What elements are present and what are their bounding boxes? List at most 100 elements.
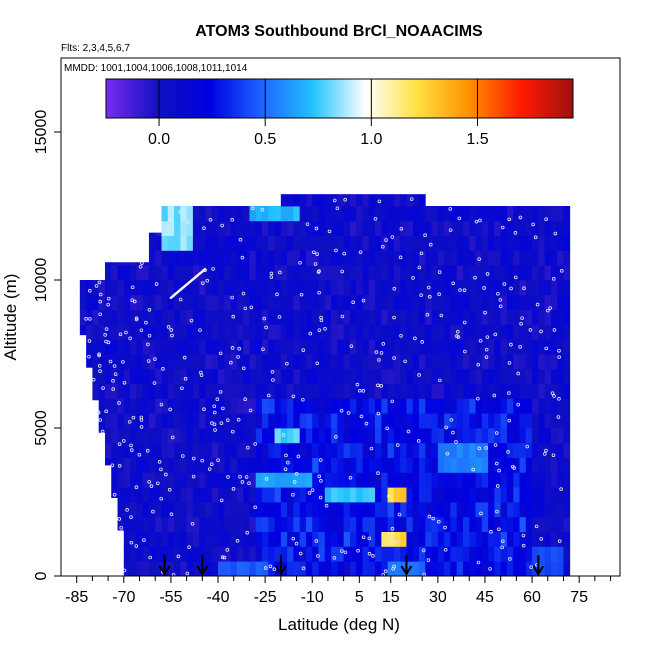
heatmap-cell	[117, 516, 125, 531]
heatmap-cell	[180, 235, 188, 251]
heatmap-cell	[174, 368, 181, 384]
heatmap-cell	[431, 413, 439, 429]
heatmap-cell	[425, 457, 432, 473]
heatmap-cell	[550, 502, 558, 518]
heatmap-cell	[412, 472, 420, 488]
heatmap-cell	[261, 561, 269, 576]
heatmap-cell	[293, 220, 301, 236]
heatmap-cell	[236, 472, 244, 488]
heatmap-cell	[148, 531, 156, 547]
heatmap-cell	[224, 265, 231, 281]
profile-arrowhead	[532, 565, 545, 576]
heatmap-cell	[318, 250, 326, 266]
heatmap-cell	[400, 220, 407, 236]
heatmap-cell	[331, 324, 338, 340]
heatmap-cell	[299, 516, 307, 532]
sample-point	[129, 540, 134, 545]
heatmap-cell	[387, 235, 395, 251]
heatmap-cell	[500, 339, 508, 355]
heatmap-cell	[368, 383, 376, 399]
heatmap-cell	[362, 398, 370, 414]
heatmap-cell	[218, 265, 225, 281]
heatmap-cell	[393, 561, 401, 576]
sample-point	[130, 285, 135, 290]
heatmap-cell	[255, 250, 263, 266]
heatmap-cell	[148, 546, 156, 562]
heatmap-cell	[117, 294, 125, 310]
heatmap-cell	[406, 502, 414, 518]
sample-point	[238, 474, 242, 479]
heatmap-cell	[387, 324, 395, 340]
sample-point	[493, 332, 498, 337]
heatmap-cell	[500, 235, 508, 251]
sample-point	[544, 346, 548, 351]
heatmap-cell	[387, 368, 395, 384]
heatmap-cell	[538, 235, 546, 251]
colorbar-segment	[447, 79, 451, 118]
heatmap-cell	[525, 354, 533, 370]
heatmap-cell	[400, 531, 407, 547]
colorbar-segment	[427, 79, 431, 118]
heatmap-cell	[130, 546, 137, 562]
heatmap-cell	[312, 531, 319, 547]
colorbar-segment	[114, 79, 119, 118]
heatmap-cell	[475, 472, 483, 488]
heatmap-cell	[538, 398, 546, 414]
heatmap-cell	[104, 339, 112, 355]
heatmap-cell	[525, 531, 533, 547]
heatmap-cell	[356, 516, 363, 532]
colorbar-segment	[240, 79, 244, 118]
heatmap-cell	[305, 487, 313, 503]
heatmap-cell	[349, 531, 357, 547]
heatmap-cell	[199, 442, 206, 458]
heatmap-cell	[180, 428, 188, 444]
heatmap-cell	[318, 516, 326, 532]
x-axis: -85 -70 -55 -40 -25 -10 5 15 30 45 60 75	[65, 576, 612, 606]
heatmap-cell	[167, 531, 175, 547]
heatmap-cell	[161, 339, 169, 355]
heatmap-cell	[299, 561, 307, 576]
heatmap-cell	[431, 516, 439, 532]
heatmap-cell	[167, 265, 175, 281]
heatmap-cell	[117, 487, 125, 503]
heatmap-cell	[337, 309, 345, 325]
sample-point	[471, 467, 475, 472]
sample-point	[502, 282, 507, 286]
heatmap-cell	[104, 265, 112, 281]
heatmap-cell	[331, 280, 338, 296]
heatmap-cell	[123, 561, 131, 576]
colorbar-segment	[216, 79, 221, 118]
heatmap-cell	[218, 250, 225, 266]
heatmap-cell	[299, 265, 307, 281]
heatmap-cell	[431, 294, 439, 310]
heatmap-cell	[431, 250, 439, 266]
heatmap-cell	[494, 324, 502, 340]
heatmap-cell	[425, 324, 432, 340]
heatmap-cell	[161, 546, 169, 562]
x-tick-label: -25	[254, 589, 277, 606]
sample-point	[240, 480, 245, 484]
heatmap-cell	[362, 428, 370, 444]
heatmap-cell	[186, 206, 194, 222]
heatmap-cell	[538, 354, 546, 370]
sample-point	[154, 282, 159, 286]
heatmap-cell	[312, 428, 319, 444]
heatmap-cell	[393, 428, 401, 444]
heatmap-cell	[494, 368, 502, 384]
heatmap-cell	[79, 294, 87, 310]
colorbar-segment	[289, 79, 294, 118]
heatmap-cell	[337, 294, 345, 310]
heatmap-cell	[368, 265, 376, 281]
sample-point	[185, 220, 190, 224]
heatmap-cell	[400, 280, 407, 296]
colorbar-segment	[485, 79, 489, 118]
heatmap-cell	[331, 250, 338, 266]
heatmap-cell	[331, 561, 338, 576]
heatmap-cell	[525, 294, 533, 310]
heatmap-cell	[412, 368, 420, 384]
heatmap-cell	[255, 487, 263, 503]
heatmap-cell	[532, 472, 539, 488]
heatmap-cell	[130, 398, 137, 414]
heatmap-cell	[136, 280, 144, 296]
heatmap-cell	[481, 516, 489, 532]
